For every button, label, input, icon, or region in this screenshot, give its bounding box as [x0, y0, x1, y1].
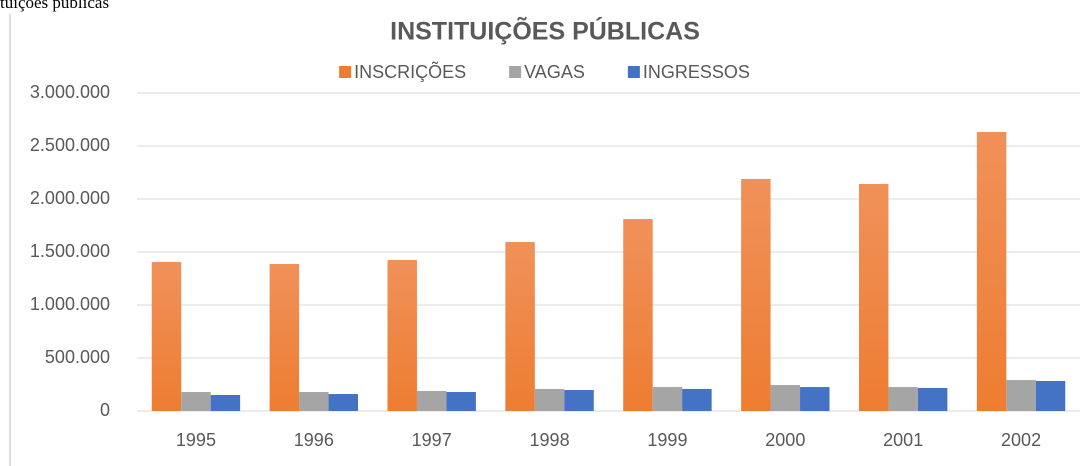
- bar: [151, 261, 182, 411]
- x-tick-label: 2001: [883, 430, 923, 450]
- legend-swatch: [339, 66, 352, 78]
- bar: [181, 392, 211, 411]
- y-tick-label: 1.500.000: [30, 241, 110, 261]
- x-tick-label: 2000: [765, 430, 805, 450]
- x-tick-label: 1997: [412, 430, 452, 450]
- bar: [682, 388, 712, 411]
- x-tick-label: 1995: [176, 430, 216, 450]
- legend-label: INGRESSOS: [643, 62, 750, 82]
- bar: [976, 132, 1007, 411]
- bar: [858, 183, 889, 411]
- bar: [652, 387, 683, 411]
- y-tick-label: 2.500.000: [30, 135, 110, 155]
- bar: [917, 387, 948, 411]
- bar: [623, 219, 653, 411]
- bar: [770, 385, 801, 411]
- bar: [1035, 381, 1066, 411]
- bar: [741, 178, 771, 411]
- bar: [800, 387, 830, 411]
- legend-label: VAGAS: [524, 62, 585, 82]
- bar: [446, 392, 476, 411]
- bar: [564, 390, 594, 411]
- y-tick-label: 1.000.000: [30, 294, 110, 314]
- legend-swatch: [509, 66, 522, 78]
- x-tick-label: 2002: [1001, 430, 1041, 450]
- bar: [269, 263, 300, 411]
- x-tick-label: 1996: [294, 430, 334, 450]
- bar: [387, 259, 417, 411]
- y-tick-label: 0: [100, 400, 110, 420]
- chart-title: INSTITUIÇÕES PÚBLICAS: [390, 16, 700, 46]
- legend-label: INSCRIÇÕES: [354, 61, 466, 82]
- legend-swatch: [627, 66, 640, 78]
- y-tick-label: 500.000: [45, 347, 110, 367]
- bar: [210, 394, 241, 411]
- x-tick-label: 1998: [530, 430, 570, 450]
- bar: [416, 390, 447, 411]
- bar: [534, 388, 565, 411]
- bar: [888, 387, 918, 411]
- caption: tuições públicas: [0, 0, 109, 12]
- y-tick-label: 2.000.000: [30, 188, 110, 208]
- bar: [1006, 380, 1036, 411]
- x-tick-label: 1999: [647, 430, 687, 450]
- bar: [505, 242, 535, 411]
- y-tick-label: 3.000.000: [30, 82, 110, 102]
- bar: [299, 392, 329, 411]
- bar: [328, 394, 359, 411]
